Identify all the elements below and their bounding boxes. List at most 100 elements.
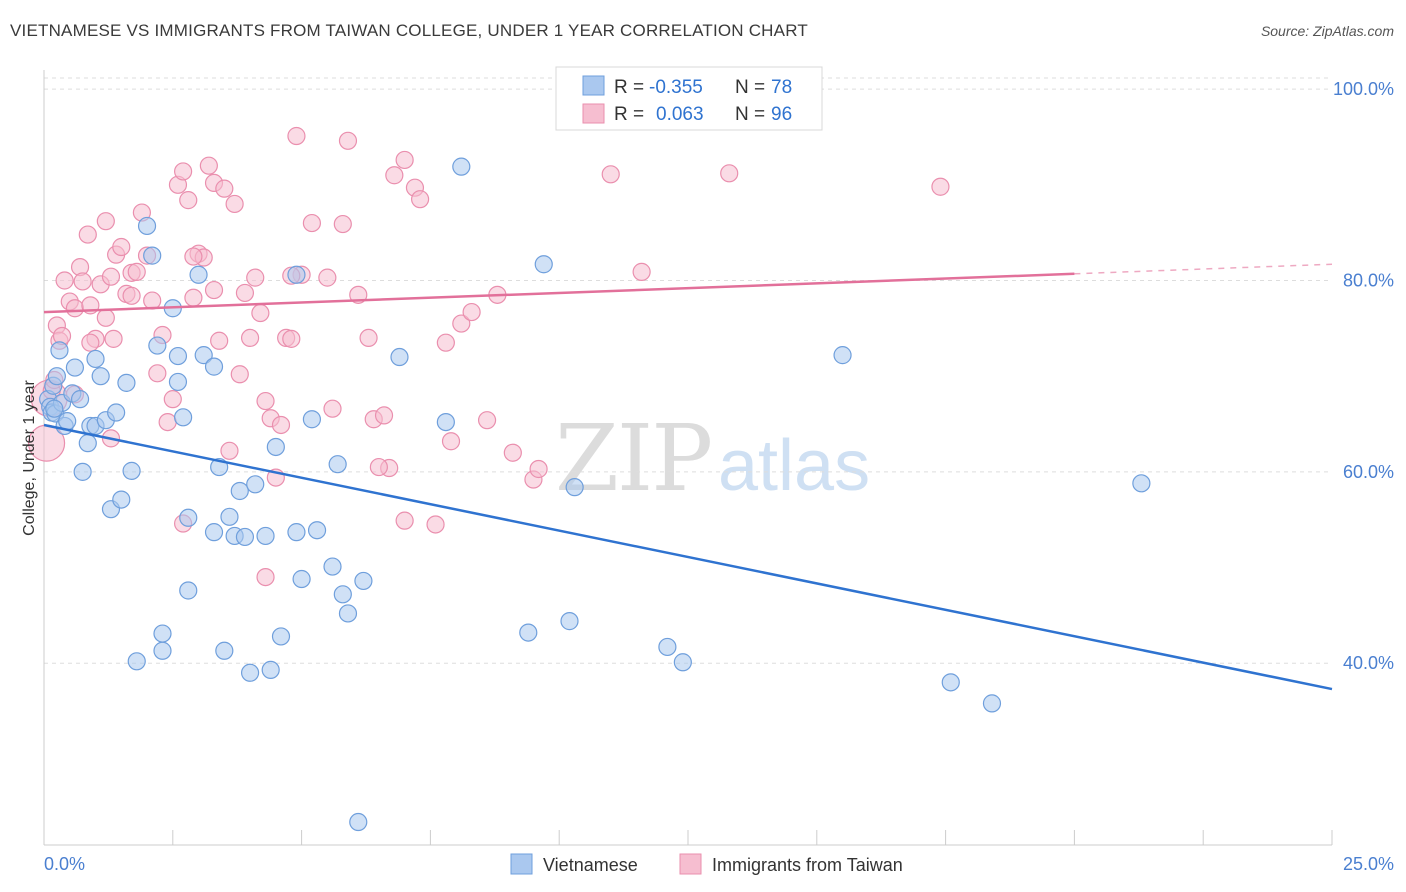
point-taiwan xyxy=(122,286,141,305)
point-vietnamese xyxy=(534,255,553,274)
point-taiwan xyxy=(720,164,739,183)
point-taiwan xyxy=(143,291,162,310)
point-taiwan xyxy=(65,299,85,318)
point-taiwan xyxy=(601,165,620,184)
point-taiwan xyxy=(96,308,115,327)
bottom-legend-swatch-taiwan xyxy=(679,853,702,875)
point-taiwan xyxy=(931,177,950,196)
point-vietnamese xyxy=(941,673,960,692)
point-taiwan xyxy=(210,331,229,350)
point-taiwan xyxy=(503,443,522,462)
point-vietnamese xyxy=(292,569,311,589)
point-taiwan xyxy=(199,156,218,175)
point-taiwan xyxy=(632,262,651,281)
point-vietnamese xyxy=(673,653,692,672)
point-taiwan xyxy=(174,162,193,181)
legend-n-value-vietnamese: 78 xyxy=(771,77,792,98)
point-vietnamese xyxy=(261,660,280,680)
point-taiwan xyxy=(395,511,414,530)
point-vietnamese xyxy=(122,461,141,480)
point-vietnamese xyxy=(143,246,162,265)
point-vietnamese xyxy=(235,527,255,547)
bottom-legend-swatch-vietnamese xyxy=(510,853,533,875)
point-vietnamese xyxy=(70,390,90,409)
point-vietnamese xyxy=(1132,474,1151,493)
watermark-zip: ZIP xyxy=(555,405,711,512)
point-vietnamese xyxy=(50,341,69,360)
watermark-atlas: atlas xyxy=(718,426,870,506)
point-vietnamese xyxy=(153,624,172,643)
legend-n-value-taiwan: 96 xyxy=(771,104,792,125)
point-vietnamese xyxy=(153,641,172,660)
point-taiwan xyxy=(225,194,244,214)
point-vietnamese xyxy=(560,612,579,631)
point-taiwan xyxy=(240,328,260,348)
point-taiwan xyxy=(251,303,270,323)
point-vietnamese xyxy=(168,372,188,392)
point-taiwan xyxy=(333,214,352,234)
point-taiwan xyxy=(78,225,97,244)
point-vietnamese xyxy=(86,349,105,369)
x-tick-label-max: 25.0% xyxy=(1343,854,1394,874)
point-vietnamese xyxy=(833,346,852,365)
legend-r-label: R = xyxy=(614,77,644,98)
point-taiwan xyxy=(179,191,198,210)
point-vietnamese xyxy=(338,604,358,623)
point-vietnamese xyxy=(137,216,157,236)
point-taiwan xyxy=(148,364,167,383)
x-tick-label-min: 0.0% xyxy=(44,854,85,874)
point-vietnamese xyxy=(47,367,66,386)
trend-line-taiwan-extension xyxy=(1074,263,1333,275)
point-taiwan xyxy=(127,262,146,281)
point-taiwan xyxy=(73,272,92,291)
point-taiwan xyxy=(184,247,203,266)
x-tick-labels: 0.0% 25.0% xyxy=(44,854,1394,874)
point-taiwan xyxy=(235,283,255,303)
point-vietnamese xyxy=(266,437,285,457)
y-tick-label: 60.0% xyxy=(1343,462,1394,482)
point-vietnamese xyxy=(302,410,322,429)
point-vietnamese xyxy=(117,373,136,392)
point-vietnamese xyxy=(179,581,198,600)
point-vietnamese xyxy=(230,481,249,501)
y-tick-label: 80.0% xyxy=(1343,270,1394,290)
point-vietnamese xyxy=(354,571,373,591)
bottom-legend-label-taiwan: Immigrants from Taiwan xyxy=(712,855,903,875)
point-vietnamese xyxy=(91,367,110,386)
legend-n-label-2: N = xyxy=(735,104,765,125)
point-taiwan xyxy=(436,333,455,352)
point-taiwan xyxy=(101,267,121,286)
trend-line-vietnamese xyxy=(43,423,1333,691)
source-label: Source: ZipAtlas.com xyxy=(1260,23,1394,39)
point-taiwan xyxy=(96,212,115,231)
chart-title: VIETNAMESE VS IMMIGRANTS FROM TAIWAN COL… xyxy=(10,21,808,40)
point-taiwan xyxy=(338,131,358,150)
point-taiwan xyxy=(441,432,461,451)
point-vietnamese xyxy=(287,523,306,542)
point-vietnamese xyxy=(127,652,146,671)
point-taiwan xyxy=(163,390,182,409)
point-vietnamese xyxy=(333,585,352,604)
legend-r-value-taiwan: 0.063 xyxy=(656,104,704,125)
point-taiwan xyxy=(271,415,291,435)
point-vietnamese xyxy=(271,627,291,646)
point-vietnamese xyxy=(307,521,327,540)
series-legend: Vietnamese Immigrants from Taiwan xyxy=(510,853,903,875)
trend-line-taiwan xyxy=(43,272,1075,314)
point-vietnamese xyxy=(519,623,538,642)
point-vietnamese xyxy=(204,523,224,542)
point-taiwan xyxy=(282,329,301,348)
y-axis-label: College, Under 1 year xyxy=(21,380,38,536)
point-taiwan xyxy=(462,302,481,322)
point-taiwan xyxy=(184,288,203,307)
series-vietnamese-points xyxy=(39,157,1151,832)
point-taiwan xyxy=(452,314,471,333)
point-vietnamese xyxy=(204,357,224,376)
point-taiwan xyxy=(204,280,224,300)
point-taiwan xyxy=(104,329,123,348)
point-vietnamese xyxy=(220,507,239,526)
point-vietnamese xyxy=(148,336,167,355)
correlation-legend: R = -0.355 N = 78 R = 0.063 N = 96 xyxy=(555,66,823,131)
point-vietnamese xyxy=(246,475,265,494)
